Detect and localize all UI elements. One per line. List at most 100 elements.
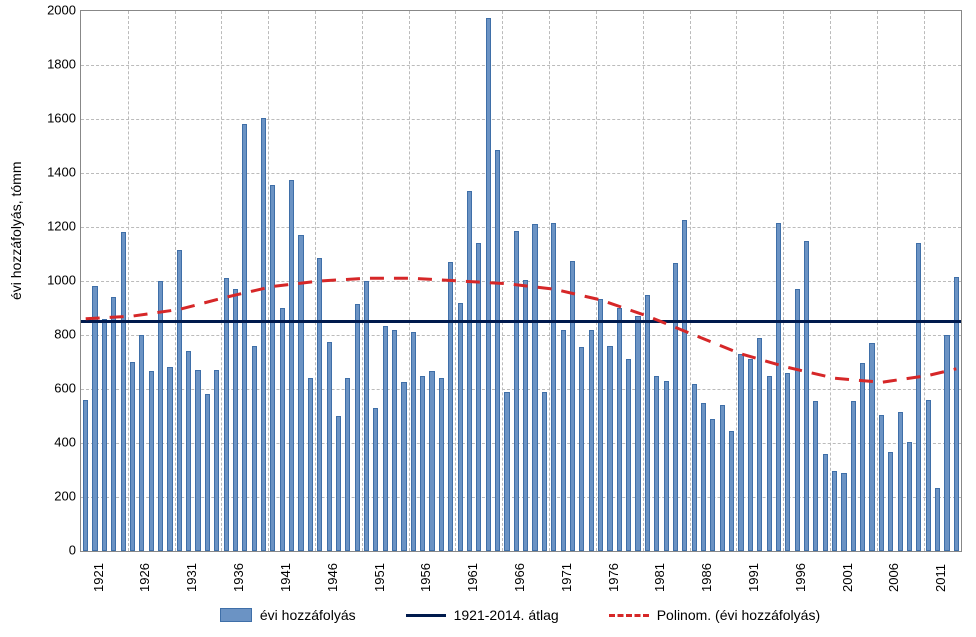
x-tick-label: 1921 bbox=[91, 563, 106, 592]
bar bbox=[280, 308, 285, 551]
y-tick-label: 1400 bbox=[26, 165, 76, 180]
bar bbox=[692, 384, 697, 551]
legend-swatch-poly bbox=[609, 614, 649, 617]
bar bbox=[664, 381, 669, 551]
bar bbox=[617, 308, 622, 551]
grid-line-v bbox=[455, 11, 456, 551]
y-tick-label: 800 bbox=[26, 327, 76, 342]
bar bbox=[373, 408, 378, 551]
grid-line-v bbox=[128, 11, 129, 551]
grid-line-v bbox=[549, 11, 550, 551]
bar bbox=[448, 262, 453, 551]
bar bbox=[832, 471, 837, 551]
chart-container: évi hozzáfolyás, tómm 020040060080010001… bbox=[0, 0, 976, 637]
bar bbox=[813, 401, 818, 551]
x-tick-label: 1946 bbox=[325, 563, 340, 592]
y-tick-label: 0 bbox=[26, 543, 76, 558]
legend-item-avg: 1921-2014. átlag bbox=[406, 607, 559, 623]
y-axis-title: évi hozzáfolyás, tómm bbox=[8, 162, 24, 301]
bar bbox=[167, 367, 172, 551]
bar bbox=[785, 373, 790, 551]
bar bbox=[795, 289, 800, 551]
bar bbox=[879, 415, 884, 551]
bar bbox=[345, 378, 350, 551]
average-line bbox=[81, 320, 961, 323]
bar bbox=[561, 330, 566, 551]
bar bbox=[186, 351, 191, 551]
bar bbox=[570, 261, 575, 551]
x-tick-label: 1961 bbox=[465, 563, 480, 592]
bar bbox=[429, 371, 434, 551]
grid-line-v bbox=[502, 11, 503, 551]
bar bbox=[720, 405, 725, 551]
bar bbox=[504, 392, 509, 551]
x-tick-label: 2011 bbox=[933, 564, 948, 592]
bar bbox=[738, 354, 743, 551]
legend-swatch-avg bbox=[406, 614, 446, 617]
bar bbox=[317, 258, 322, 551]
bar bbox=[355, 304, 360, 551]
y-tick-label: 400 bbox=[26, 435, 76, 450]
bar bbox=[214, 370, 219, 551]
x-tick-label: 1931 bbox=[184, 563, 199, 592]
legend-item-poly: Polinom. (évi hozzáfolyás) bbox=[609, 607, 820, 623]
bar bbox=[944, 335, 949, 551]
bar bbox=[954, 277, 959, 551]
plot-area bbox=[80, 10, 962, 552]
y-tick-label: 600 bbox=[26, 381, 76, 396]
bar bbox=[111, 297, 116, 551]
x-tick-label: 1936 bbox=[231, 563, 246, 592]
x-tick-label: 1956 bbox=[418, 563, 433, 592]
bar bbox=[645, 295, 650, 552]
grid-line-v bbox=[362, 11, 363, 551]
bar bbox=[205, 394, 210, 551]
bar bbox=[149, 371, 154, 551]
bar bbox=[458, 303, 463, 551]
y-tick-label: 2000 bbox=[26, 3, 76, 18]
bar bbox=[860, 363, 865, 551]
bar bbox=[748, 359, 753, 551]
x-tick-label: 1976 bbox=[606, 563, 621, 592]
bar bbox=[551, 223, 556, 551]
y-tick-label: 1600 bbox=[26, 111, 76, 126]
grid-line-v bbox=[221, 11, 222, 551]
x-tick-label: 2001 bbox=[840, 563, 855, 592]
bar bbox=[916, 243, 921, 551]
bar bbox=[888, 452, 893, 551]
grid-line-v bbox=[924, 11, 925, 551]
bar bbox=[542, 392, 547, 551]
x-tick-label: 1981 bbox=[652, 563, 667, 592]
bar bbox=[757, 338, 762, 551]
x-tick-label: 1966 bbox=[512, 563, 527, 592]
bar bbox=[139, 335, 144, 551]
bar bbox=[420, 376, 425, 552]
y-tick-label: 200 bbox=[26, 489, 76, 504]
bar bbox=[898, 412, 903, 551]
legend-swatch-bar bbox=[220, 608, 252, 622]
bar bbox=[383, 326, 388, 551]
grid-line-v bbox=[315, 11, 316, 551]
bar bbox=[298, 235, 303, 551]
bar bbox=[701, 403, 706, 552]
x-tick-label: 2006 bbox=[886, 563, 901, 592]
grid-line-v bbox=[783, 11, 784, 551]
grid-line-v bbox=[736, 11, 737, 551]
bar bbox=[841, 473, 846, 551]
y-tick-label: 1800 bbox=[26, 57, 76, 72]
x-tick-label: 1991 bbox=[746, 563, 761, 592]
bar bbox=[635, 316, 640, 551]
bar bbox=[289, 180, 294, 551]
bar bbox=[476, 243, 481, 551]
bar bbox=[935, 488, 940, 551]
bar bbox=[83, 400, 88, 551]
x-tick-label: 1941 bbox=[278, 563, 293, 592]
bar bbox=[130, 362, 135, 551]
bar bbox=[486, 18, 491, 551]
bar bbox=[270, 185, 275, 551]
bar bbox=[392, 330, 397, 551]
bar bbox=[308, 378, 313, 551]
grid-line-v bbox=[643, 11, 644, 551]
x-tick-label: 1986 bbox=[699, 563, 714, 592]
bar bbox=[654, 376, 659, 552]
bar bbox=[401, 382, 406, 551]
